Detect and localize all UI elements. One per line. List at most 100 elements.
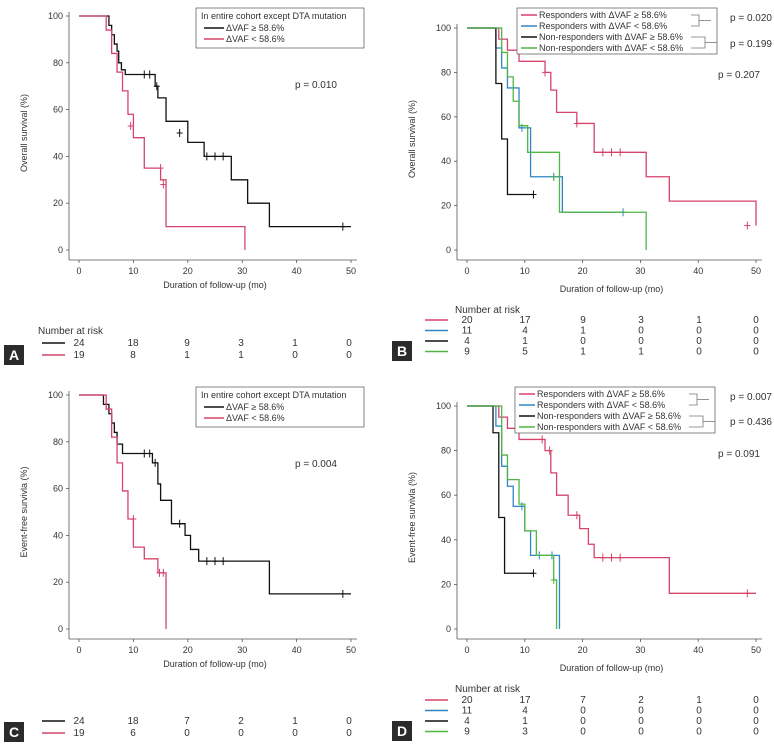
x-tick-label: 30 xyxy=(635,266,645,276)
risk-count: 0 xyxy=(346,338,352,349)
panel-label: D xyxy=(397,723,407,739)
risk-count: 9 xyxy=(184,338,190,349)
x-tick-label: 20 xyxy=(578,645,588,655)
risk-count: 9 xyxy=(464,727,470,738)
series-red-line xyxy=(79,15,246,250)
risk-table-header: Number at risk xyxy=(455,305,521,316)
x-tick-label: 40 xyxy=(693,266,703,276)
risk-count: 19 xyxy=(73,350,85,361)
risk-count: 1 xyxy=(292,338,298,349)
x-tick-label: 40 xyxy=(693,645,703,655)
legend-title: In entire cohort except DTA mutation xyxy=(201,11,346,21)
x-tick-label: 0 xyxy=(464,266,469,276)
risk-count: 4 xyxy=(464,716,470,727)
x-tick-label: 50 xyxy=(346,266,356,276)
p-value: p = 0.207 xyxy=(718,70,760,81)
risk-count: 3 xyxy=(638,315,644,326)
y-tick-label: 80 xyxy=(441,446,451,456)
x-tick-label: 10 xyxy=(128,266,138,276)
panel-label-box xyxy=(4,722,24,742)
risk-count: 0 xyxy=(696,727,702,738)
risk-count: 2 xyxy=(238,716,244,727)
p-value: p = 0.004 xyxy=(295,459,337,470)
risk-count: 0 xyxy=(638,336,644,347)
y-tick-label: 60 xyxy=(53,484,63,494)
risk-count: 1 xyxy=(292,716,298,727)
y-axis-label: Overall survival (%) xyxy=(19,94,29,172)
y-axis-label: Event-free survivla (%) xyxy=(19,466,29,557)
panel-label: C xyxy=(9,724,19,740)
risk-count: 1 xyxy=(184,350,190,361)
x-tick-label: 30 xyxy=(237,645,247,655)
risk-count: 11 xyxy=(462,326,473,337)
risk-count: 0 xyxy=(753,716,759,727)
risk-count: 2 xyxy=(638,695,644,706)
x-tick-label: 30 xyxy=(635,645,645,655)
risk-count: 5 xyxy=(522,347,528,358)
risk-count: 1 xyxy=(522,716,528,727)
risk-count: 0 xyxy=(580,336,586,347)
panel-label-box xyxy=(4,345,24,365)
p-value: p = 0.010 xyxy=(295,80,337,91)
y-tick-label: 60 xyxy=(53,105,63,115)
x-tick-label: 20 xyxy=(183,645,193,655)
risk-count: 7 xyxy=(184,716,190,727)
y-tick-label: 60 xyxy=(441,112,451,122)
x-tick-label: 0 xyxy=(464,645,469,655)
risk-count: 11 xyxy=(462,706,473,717)
y-tick-label: 40 xyxy=(53,530,63,540)
risk-count: 0 xyxy=(580,706,586,717)
risk-count: 0 xyxy=(696,347,702,358)
y-tick-label: 0 xyxy=(58,624,63,634)
risk-count: 18 xyxy=(127,716,139,727)
y-axis-label: Event-free survivla (%) xyxy=(407,472,417,563)
risk-table-header: Number at risk xyxy=(38,326,104,337)
risk-count: 1 xyxy=(522,336,528,347)
x-tick-label: 10 xyxy=(520,266,530,276)
x-tick-label: 30 xyxy=(237,266,247,276)
y-tick-label: 100 xyxy=(436,23,451,33)
y-tick-label: 40 xyxy=(53,151,63,161)
risk-count: 0 xyxy=(753,336,759,347)
risk-count: 0 xyxy=(696,706,702,717)
risk-count: 0 xyxy=(696,716,702,727)
panel-label-box xyxy=(392,341,412,361)
risk-count: 0 xyxy=(753,347,759,358)
risk-count: 0 xyxy=(638,706,644,717)
y-tick-label: 20 xyxy=(441,579,451,589)
p-value: p = 0.020 xyxy=(730,13,772,24)
risk-count: 8 xyxy=(130,350,136,361)
series-green-line xyxy=(467,405,558,629)
series-black-line xyxy=(467,405,534,574)
risk-count: 19 xyxy=(73,728,85,739)
risk-count: 1 xyxy=(580,347,586,358)
y-tick-label: 100 xyxy=(48,11,63,21)
panel-label: B xyxy=(397,343,407,359)
y-tick-label: 0 xyxy=(446,624,451,634)
risk-count: 0 xyxy=(292,728,298,739)
x-tick-label: 20 xyxy=(578,266,588,276)
y-tick-label: 60 xyxy=(441,490,451,500)
risk-count: 17 xyxy=(519,695,531,706)
y-tick-label: 80 xyxy=(441,67,451,77)
legend-entry: Non-responders with ΔVAF < 58.6% xyxy=(537,422,681,432)
x-tick-label: 20 xyxy=(183,266,193,276)
x-tick-label: 50 xyxy=(751,645,761,655)
risk-count: 0 xyxy=(753,326,759,337)
y-tick-label: 40 xyxy=(441,156,451,166)
risk-count: 7 xyxy=(580,695,586,706)
y-tick-label: 80 xyxy=(53,58,63,68)
p-value: p = 0.007 xyxy=(730,392,772,403)
risk-count: 0 xyxy=(753,727,759,738)
legend-entry: Non-responders with ΔVAF ≥ 58.6% xyxy=(539,32,683,42)
risk-count: 4 xyxy=(522,326,528,337)
risk-count: 17 xyxy=(519,315,531,326)
risk-count: 0 xyxy=(346,728,352,739)
legend-entry: Non-responders with ΔVAF < 58.6% xyxy=(539,43,683,53)
y-tick-label: 20 xyxy=(53,577,63,587)
risk-count: 0 xyxy=(292,350,298,361)
risk-table-header: Number at risk xyxy=(455,684,521,695)
